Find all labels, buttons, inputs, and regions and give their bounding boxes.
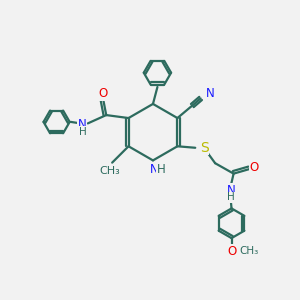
Text: S: S (200, 141, 209, 155)
Text: O: O (227, 245, 236, 258)
Text: O: O (250, 161, 259, 175)
Text: O: O (99, 87, 108, 100)
Text: H: H (79, 127, 86, 137)
Text: H: H (157, 163, 166, 176)
Text: N: N (78, 118, 86, 131)
Text: N: N (206, 88, 215, 100)
Text: CH₃: CH₃ (99, 166, 120, 176)
Text: H: H (227, 192, 235, 203)
Text: N: N (227, 184, 236, 197)
Text: N: N (150, 163, 159, 176)
Text: CH₃: CH₃ (240, 246, 259, 256)
